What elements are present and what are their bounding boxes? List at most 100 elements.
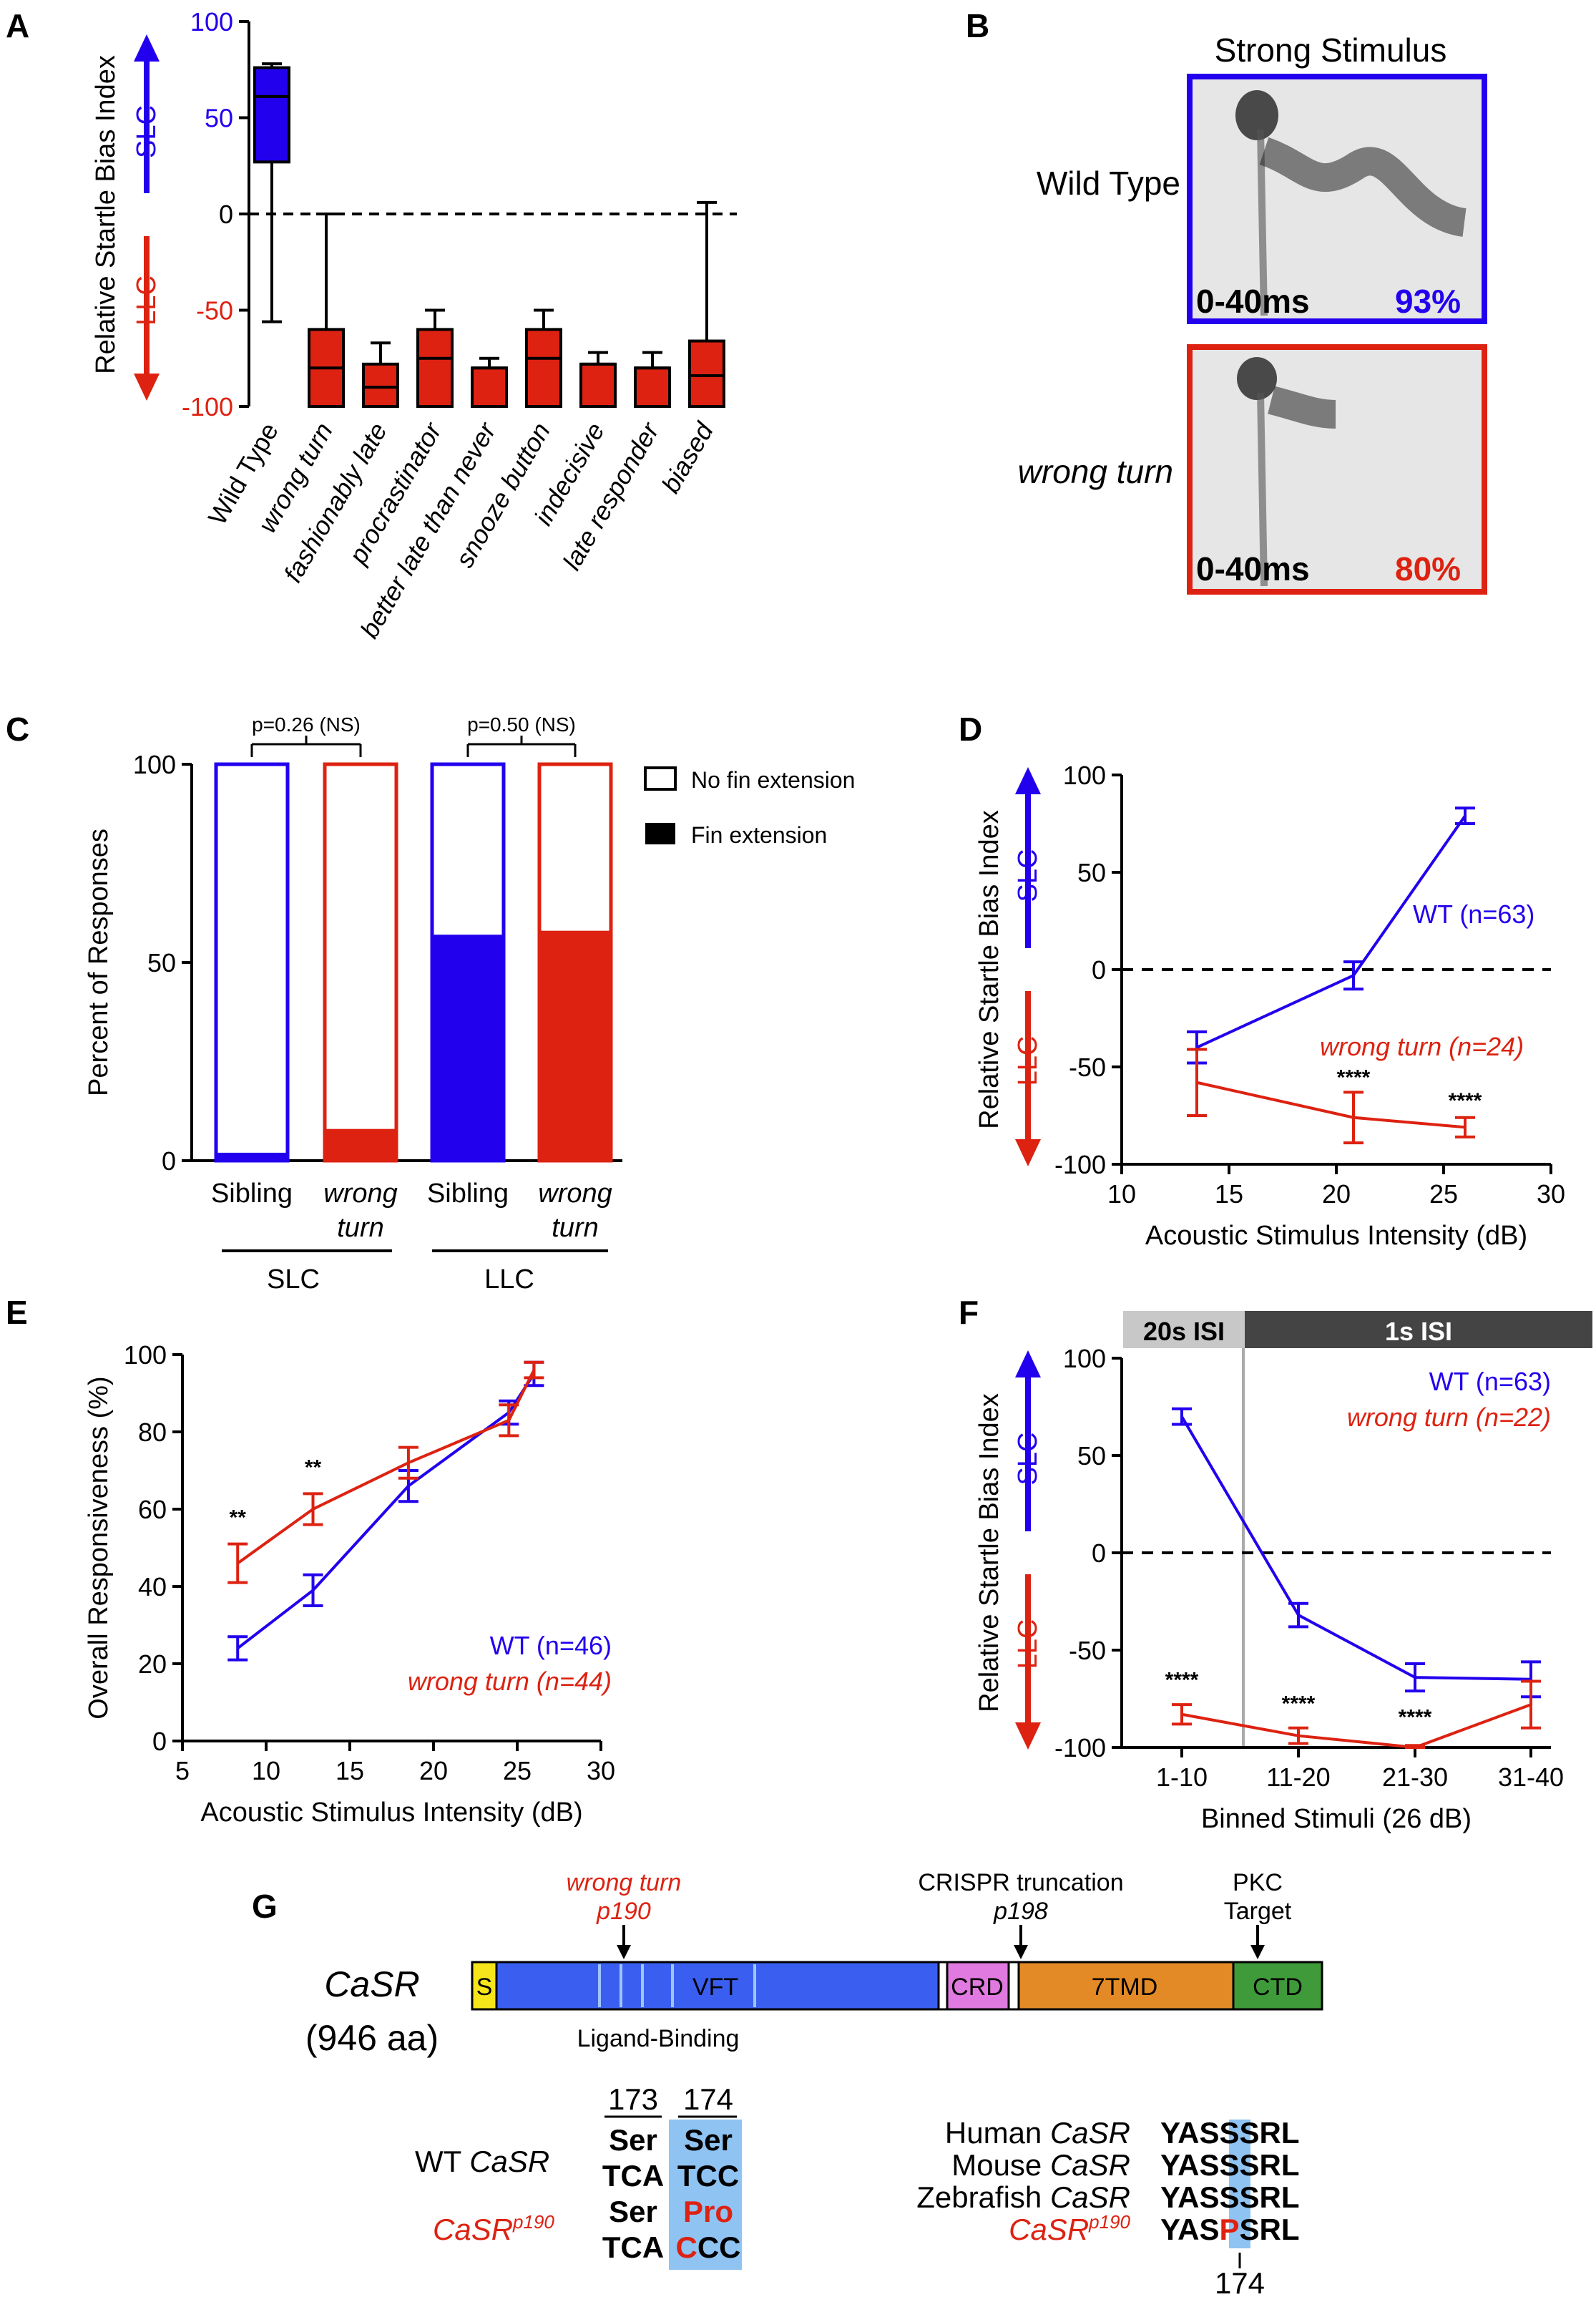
x-tick-label: 30 — [587, 1756, 615, 1785]
y-axis-title: Percent of Responses — [84, 829, 114, 1096]
isi-bar-1s — [1245, 1311, 1592, 1348]
y-tick-label: -50 — [1069, 1053, 1106, 1082]
panel-letter-c: C — [6, 711, 29, 748]
bar-no-fin — [214, 762, 290, 1163]
p-value-label: p=0.26 (NS) — [252, 713, 361, 736]
box — [634, 366, 671, 409]
chart-c: 0 50 100 Percent of Responses Sibling wrong tu… — [84, 713, 855, 1294]
series-line-mutant — [1181, 1703, 1532, 1750]
mut-aa-173: Ser — [609, 2195, 657, 2228]
y-tick-label: 50 — [1077, 858, 1106, 887]
wt-label: WT CaSR — [415, 2145, 549, 2178]
y-tick-label: 0 — [1092, 1538, 1106, 1568]
series-line-mutant — [237, 1369, 536, 1565]
highlight-codon-174 — [669, 2120, 742, 2270]
x-tick-label: 10 — [1107, 1179, 1136, 1209]
pkc-label: PKC — [1233, 1869, 1283, 1896]
chart-a: 100 50 0 -50 -100 Relative Startle Bias Index… — [91, 7, 737, 643]
x-tick-label: 30 — [1537, 1179, 1565, 1209]
x-tick-label: 1-10 — [1156, 1762, 1208, 1792]
significance-label: **** — [1399, 1705, 1432, 1729]
x-tick-label: 25 — [1429, 1179, 1458, 1209]
panel-letter-e: E — [6, 1294, 28, 1331]
y-tick-label: 50 — [1077, 1441, 1106, 1471]
species-sequence: YASSSRL — [1160, 2116, 1300, 2150]
photo-wrong-turn — [1187, 344, 1487, 595]
wt-aa-174: Ser — [684, 2123, 733, 2157]
box — [688, 339, 725, 409]
domain-s-label: S — [476, 1974, 493, 2001]
box — [525, 328, 562, 408]
pct-label-mut: 80% — [1395, 550, 1462, 587]
highlight-residue-174 — [1229, 2120, 1250, 2248]
box — [416, 328, 454, 408]
panel-b-row1-label: Wild Type — [1037, 165, 1180, 202]
legend-label-no-fin: No fin extension — [691, 767, 855, 793]
mut-aa-174: Pro — [683, 2195, 733, 2228]
y-tick-label: 0 — [152, 1727, 167, 1756]
species-sequence: YASSSRL — [1160, 2180, 1300, 2214]
pkc-target-label: Target — [1224, 1898, 1292, 1925]
panel-letter-b: B — [966, 7, 989, 44]
y-tick-label: 40 — [138, 1572, 167, 1601]
x-tick-label: 20 — [1322, 1179, 1351, 1209]
box — [471, 366, 508, 409]
slc-label: SLC — [132, 105, 162, 158]
x-tick-label: 25 — [503, 1756, 532, 1785]
y-tick-label: 100 — [190, 7, 233, 36]
y-tick-label: 100 — [1063, 1344, 1106, 1373]
legend-swatch-fin — [645, 823, 675, 844]
category-label: turn — [552, 1213, 598, 1243]
species-label: Mouse CaSR — [951, 2148, 1130, 2182]
species-label: CaSRp190 — [1009, 2211, 1130, 2246]
mut-codon-173: TCA — [602, 2230, 664, 2264]
species-sequence: YASPSRL — [1160, 2213, 1300, 2246]
wt-codon-173: TCA — [602, 2159, 664, 2193]
pct-label-wt: 93% — [1395, 283, 1462, 320]
wt-aa-173: Ser — [609, 2123, 657, 2157]
box — [253, 66, 290, 164]
isi-label-20s: 20s ISI — [1143, 1317, 1225, 1346]
y-tick-label: 50 — [205, 104, 233, 133]
mut-codon-174: CCC — [675, 2230, 740, 2264]
bar-fin-extension — [539, 930, 611, 1161]
significance-label: **** — [1337, 1065, 1371, 1089]
bar-fin-extension — [325, 1128, 396, 1161]
significance-label: **** — [1449, 1089, 1482, 1113]
photo-wild-type — [1187, 74, 1487, 324]
domain-gap-1 — [937, 1961, 949, 2011]
y-tick-label: -100 — [1054, 1150, 1106, 1179]
legend-mutant: wrong turn (n=24) — [1320, 1032, 1524, 1061]
y-tick-label: 80 — [138, 1418, 167, 1447]
wrong-turn-pos: p190 — [596, 1898, 651, 1925]
llc-label: LLC — [132, 275, 162, 326]
llc-label: LLC — [1013, 1036, 1043, 1086]
domain-ctd-label: CTD — [1253, 1974, 1303, 2001]
bar-fin-extension — [432, 935, 504, 1161]
box — [579, 362, 617, 409]
y-tick-label: 0 — [219, 200, 233, 229]
x-tick-label: 21-30 — [1382, 1762, 1448, 1792]
series-line-wt — [1180, 1415, 1532, 1681]
category-label: Sibling — [211, 1179, 293, 1209]
slc-label: SLC — [1013, 849, 1043, 902]
y-axis-title: Overall Responsiveness (%) — [84, 1376, 114, 1719]
category-label: wrong — [538, 1179, 612, 1209]
panel-letter-g: G — [252, 1888, 278, 1925]
slc-arrow-head — [1015, 1350, 1041, 1377]
significance-label: **** — [1165, 1669, 1199, 1692]
species-sequence: YASSSRL — [1160, 2148, 1300, 2182]
domain-crd-label: CRD — [951, 1974, 1004, 2001]
y-tick-label: 100 — [124, 1340, 167, 1370]
slc-label: SLC — [1013, 1433, 1043, 1486]
significance-label: **** — [1282, 1692, 1316, 1715]
wt-codon-174: TCC — [677, 2159, 739, 2193]
legend-wt: WT (n=63) — [1413, 899, 1534, 929]
pos-174: 174 — [683, 2082, 733, 2116]
species-label: Zebrafish CaSR — [916, 2180, 1130, 2214]
larva-image-mut — [1237, 357, 1336, 587]
panel-letter-f: F — [959, 1294, 979, 1331]
